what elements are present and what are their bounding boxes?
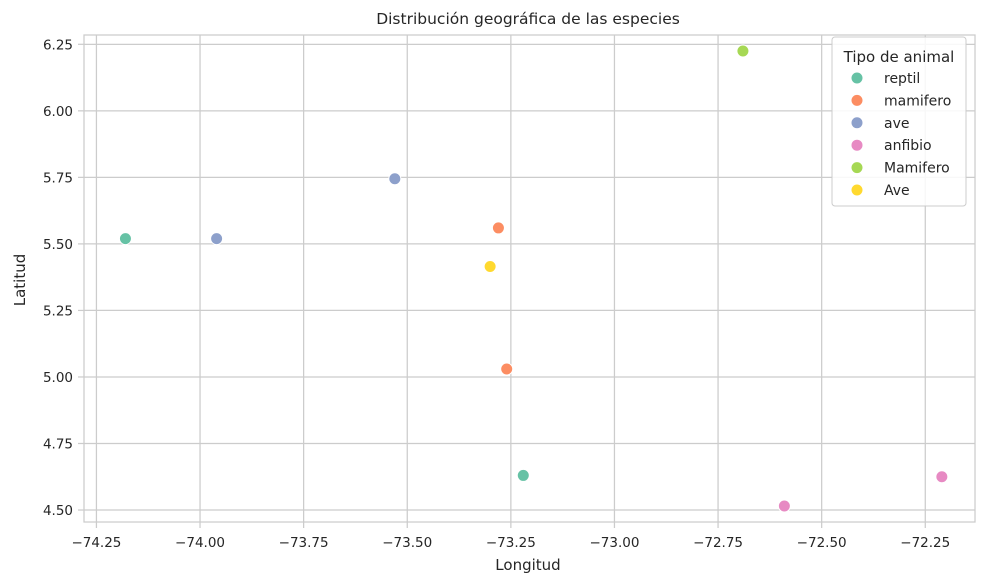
data-point-anfibio-3 — [935, 470, 949, 484]
legend-label: Mamifero — [884, 161, 950, 177]
data-point-anfibio-3 — [777, 499, 791, 513]
data-point-mamifero-1 — [491, 221, 505, 235]
x-tick-label: −73.50 — [382, 535, 432, 551]
x-tick-label: −73.00 — [589, 535, 639, 551]
legend-label: anfibio — [884, 138, 932, 154]
x-tick-label: −72.75 — [693, 535, 743, 551]
legend-label: Ave — [884, 183, 910, 199]
data-point-ave-2 — [210, 232, 224, 246]
y-tick-label: 5.00 — [43, 370, 73, 386]
legend-marker — [850, 116, 864, 130]
x-tick-label: −73.75 — [279, 535, 329, 551]
data-point-mamifero-1 — [500, 362, 514, 376]
data-point-reptil-0 — [118, 232, 132, 246]
legend-marker — [850, 93, 864, 107]
x-tick-label: −72.50 — [797, 535, 847, 551]
x-axis-title: Longitud — [495, 556, 560, 574]
y-tick-label: 4.75 — [43, 436, 73, 452]
legend-marker — [850, 161, 864, 175]
y-tick-label: 6.25 — [43, 37, 73, 53]
x-tick-label: −72.25 — [900, 535, 950, 551]
data-points — [118, 44, 949, 513]
y-axis: 4.50 4.75 5.00 5.25 5.50 5.75 6.00 6.25 — [43, 37, 84, 519]
plot-area — [83, 34, 976, 523]
data-point-reptil-0 — [516, 468, 530, 482]
legend-marker — [850, 71, 864, 85]
legend-title: Tipo de animal — [843, 48, 955, 66]
legend-label: reptil — [884, 71, 920, 87]
x-axis: −74.25 −74.00 −73.75 −73.50 −73.25 −73.00 −72.… — [71, 522, 950, 551]
y-tick-label: 6.00 — [43, 104, 73, 120]
grid — [84, 35, 975, 522]
data-point-ave-5 — [483, 260, 497, 274]
legend-marker — [850, 138, 864, 152]
chart-title: Distribución geográfica de las especies — [376, 10, 680, 28]
x-tick-label: −74.00 — [175, 535, 225, 551]
legend-items: reptil mamifero ave anfibio Mamifero Ave — [850, 71, 951, 199]
data-point-ave-2 — [388, 172, 402, 186]
x-tick-label: −73.25 — [486, 535, 536, 551]
y-tick-label: 4.50 — [43, 503, 73, 519]
data-point-mamifero-4 — [736, 44, 750, 58]
legend: Tipo de animal reptil mamifero ave anfibio M… — [831, 36, 967, 207]
y-tick-label: 5.25 — [43, 303, 73, 319]
legend-label: ave — [884, 116, 909, 132]
legend-marker — [850, 183, 864, 197]
y-tick-label: 5.75 — [43, 170, 73, 186]
x-tick-label: −74.25 — [71, 535, 121, 551]
y-tick-label: 5.50 — [43, 237, 73, 253]
legend-label: mamifero — [884, 93, 951, 109]
y-axis-title: Latitud — [11, 254, 29, 307]
legend-box — [831, 36, 967, 207]
